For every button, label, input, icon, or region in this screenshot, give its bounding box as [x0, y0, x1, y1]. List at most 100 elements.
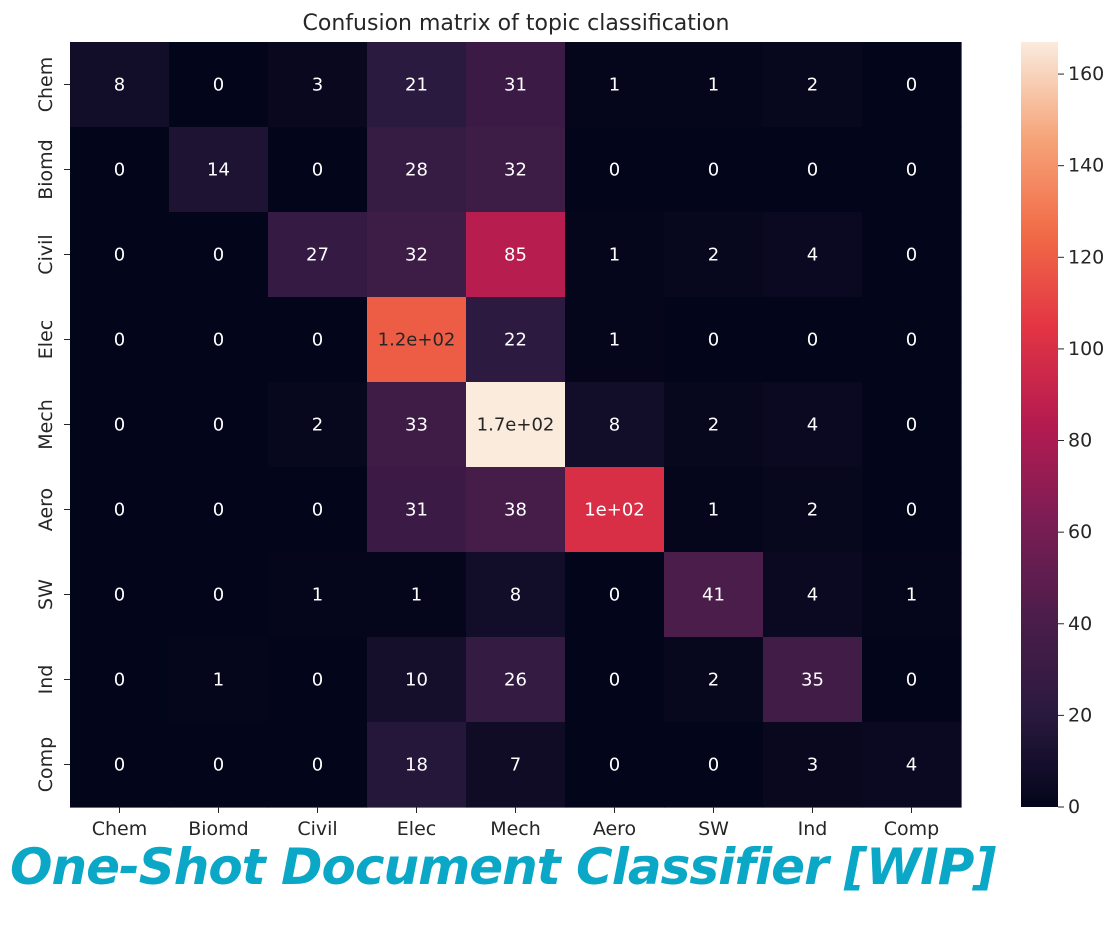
cell-value-label: 4 — [807, 415, 818, 436]
x-tick-label: Civil — [297, 818, 337, 840]
x-tick-label: Ind — [798, 818, 828, 840]
y-tick-label: Mech — [35, 399, 57, 450]
colorbar: 0 20 40 60 80 100 120 140 160 — [1021, 42, 1104, 818]
cell-value-label: 7 — [510, 755, 521, 776]
x-tick-label: Biomd — [188, 818, 249, 840]
heatmap-cell — [169, 467, 269, 553]
heatmap-cell — [466, 212, 566, 298]
heatmap-cell — [169, 42, 269, 128]
heatmap-cell — [664, 722, 764, 808]
cell-value-label: 35 — [801, 670, 824, 691]
cell-value-label: 0 — [609, 160, 620, 181]
cell-value-label: 0 — [213, 75, 224, 96]
cell-value-label: 0 — [114, 245, 125, 266]
heatmap-cell — [268, 467, 368, 553]
cell-value-label: 0 — [114, 670, 125, 691]
cell-value-label: 0 — [906, 75, 917, 96]
heatmap-cell — [169, 552, 269, 638]
colorbar-tick-label: 100 — [1068, 338, 1104, 360]
cell-value-label: 38 — [504, 500, 527, 521]
cell-value-label: 0 — [114, 415, 125, 436]
cell-value-label: 1 — [213, 670, 224, 691]
cell-value-label: 4 — [807, 585, 818, 606]
heatmap-cell — [367, 722, 467, 808]
x-tick-label: Chem — [92, 818, 148, 840]
x-tick-label: Aero — [593, 818, 636, 840]
cell-value-label: 4 — [906, 755, 917, 776]
heatmap-cell — [664, 637, 764, 723]
cell-value-label: 1 — [609, 330, 620, 351]
cell-value-label: 1.7e+02 — [477, 415, 555, 436]
heatmap-cell — [70, 382, 170, 468]
heatmap-cell — [169, 127, 269, 213]
cell-value-label: 0 — [807, 160, 818, 181]
heatmap-cell — [763, 382, 863, 468]
cell-value-label: 0 — [708, 755, 719, 776]
cell-value-label: 1 — [708, 75, 719, 96]
colorbar-tick-label: 120 — [1068, 246, 1104, 268]
y-tick-label: Civil — [35, 234, 57, 274]
colorbar-tick-label: 140 — [1068, 155, 1104, 177]
cell-value-label: 1 — [906, 585, 917, 606]
heatmap-cell — [565, 382, 665, 468]
heatmap-cell — [70, 212, 170, 298]
heatmap-cell — [367, 297, 467, 383]
cell-value-label: 0 — [213, 500, 224, 521]
y-tick-label: Aero — [35, 488, 57, 531]
heatmap-cell — [70, 42, 170, 128]
heatmap-cell — [367, 467, 467, 553]
cell-value-label: 31 — [504, 75, 527, 96]
cell-value-label: 0 — [906, 245, 917, 266]
heatmap-cell — [367, 212, 467, 298]
heatmap-cell — [763, 42, 863, 128]
cell-value-label: 1 — [708, 500, 719, 521]
cell-value-label: 33 — [405, 415, 428, 436]
cell-value-label: 18 — [405, 755, 428, 776]
cell-value-label: 0 — [114, 330, 125, 351]
heatmap-cell — [862, 552, 962, 638]
heatmap-cell — [70, 297, 170, 383]
cell-value-label: 0 — [906, 330, 917, 351]
heatmap-cell — [763, 212, 863, 298]
heatmap-cell — [664, 42, 764, 128]
heatmap-cell — [268, 127, 368, 213]
cell-value-label: 0 — [708, 160, 719, 181]
cell-value-label: 0 — [708, 330, 719, 351]
heatmap-cell — [466, 42, 566, 128]
heatmap-cell — [565, 467, 665, 553]
cell-value-label: 2 — [708, 415, 719, 436]
cell-value-label: 0 — [114, 160, 125, 181]
colorbar-gradient — [1021, 42, 1058, 807]
cell-value-label: 0 — [609, 670, 620, 691]
cell-value-label: 32 — [504, 160, 527, 181]
x-tick-label: SW — [698, 818, 729, 840]
heatmap-cell — [466, 127, 566, 213]
cell-value-label: 0 — [906, 415, 917, 436]
cell-value-label: 1 — [411, 585, 422, 606]
heatmap-cell — [70, 467, 170, 553]
heatmap-cell — [268, 552, 368, 638]
heatmap-cell — [268, 212, 368, 298]
heatmap-cell — [367, 637, 467, 723]
cell-value-label: 2 — [708, 245, 719, 266]
heatmap-cell — [565, 552, 665, 638]
cell-value-label: 0 — [114, 500, 125, 521]
heatmap-cell — [862, 212, 962, 298]
cell-value-label: 0 — [213, 245, 224, 266]
heatmap-cell — [367, 127, 467, 213]
heatmap-cell — [763, 467, 863, 553]
cell-value-label: 1.2e+02 — [378, 330, 456, 351]
heatmap-cell — [70, 722, 170, 808]
heatmap-cell — [664, 467, 764, 553]
y-tick-label: Biomd — [35, 139, 57, 200]
cell-value-label: 1 — [609, 245, 620, 266]
heatmap-cell — [862, 722, 962, 808]
colorbar-tick-label: 80 — [1068, 430, 1092, 452]
cell-value-label: 0 — [807, 330, 818, 351]
y-tick-label: Chem — [35, 57, 57, 113]
chart-title: Confusion matrix of topic classification — [303, 11, 730, 36]
cell-value-label: 0 — [906, 160, 917, 181]
heatmap-cell — [268, 382, 368, 468]
heatmap-cell — [565, 722, 665, 808]
cell-value-label: 0 — [213, 415, 224, 436]
